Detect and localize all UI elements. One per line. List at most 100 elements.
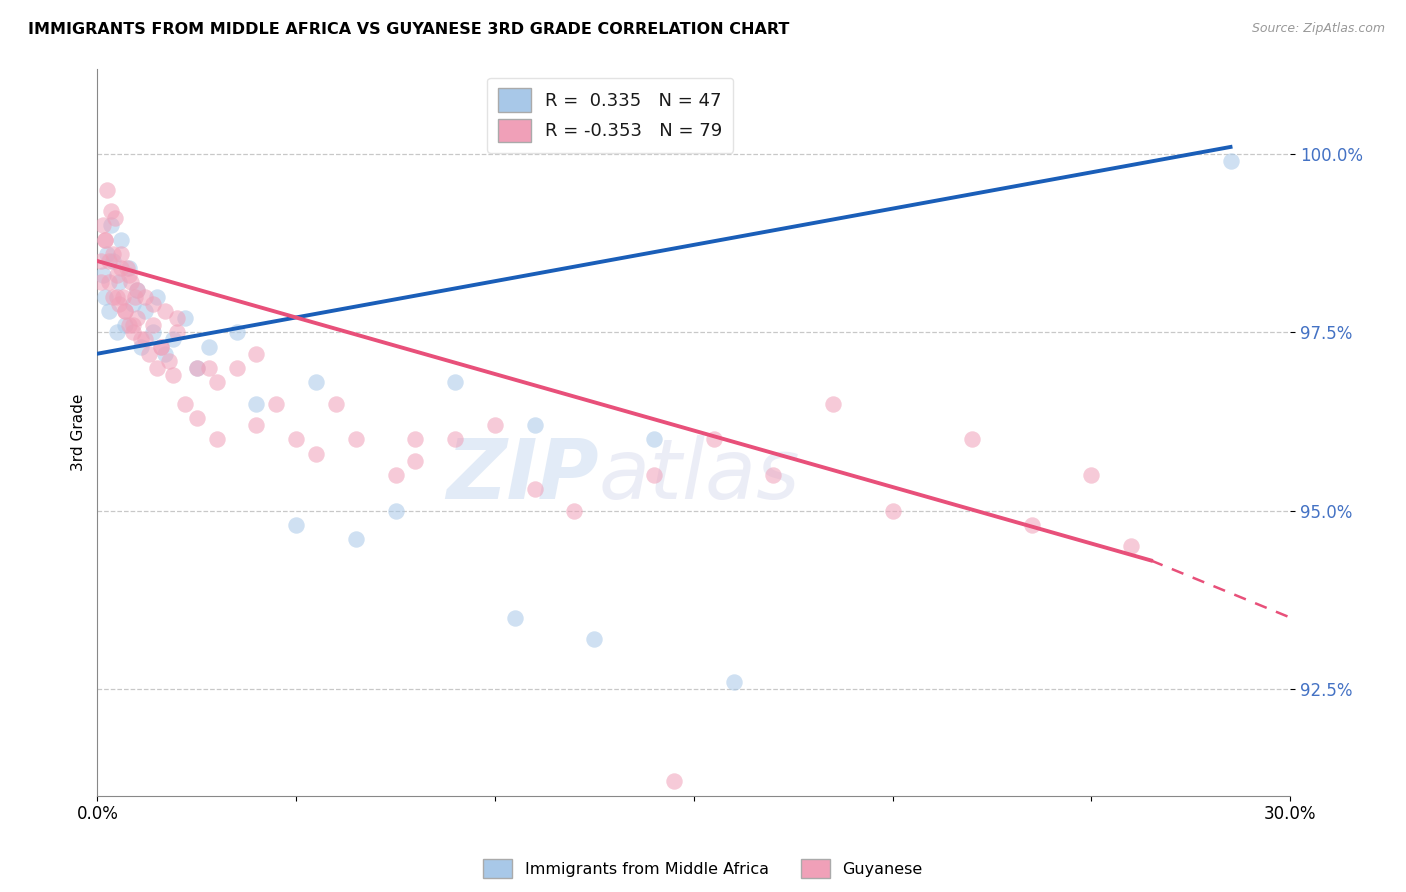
Point bbox=[149, 340, 172, 354]
Point bbox=[384, 503, 406, 517]
Point bbox=[1080, 467, 1102, 482]
Point bbox=[186, 361, 208, 376]
Point bbox=[94, 290, 117, 304]
Point bbox=[98, 304, 121, 318]
Point bbox=[882, 503, 904, 517]
Point bbox=[444, 376, 467, 390]
Point bbox=[100, 219, 122, 233]
Point bbox=[118, 268, 141, 283]
Legend: Immigrants from Middle Africa, Guyanese: Immigrants from Middle Africa, Guyanese bbox=[477, 853, 929, 884]
Point bbox=[108, 297, 131, 311]
Point bbox=[960, 432, 983, 446]
Point bbox=[105, 268, 128, 283]
Point bbox=[91, 219, 114, 233]
Point bbox=[122, 297, 145, 311]
Point bbox=[146, 361, 169, 376]
Point bbox=[173, 311, 195, 326]
Point bbox=[205, 376, 228, 390]
Point bbox=[153, 304, 176, 318]
Point bbox=[110, 247, 132, 261]
Point bbox=[703, 432, 725, 446]
Point bbox=[503, 610, 526, 624]
Point bbox=[1219, 154, 1241, 169]
Point bbox=[162, 368, 184, 383]
Point bbox=[564, 503, 586, 517]
Text: ZIP: ZIP bbox=[446, 435, 599, 516]
Point bbox=[90, 276, 112, 290]
Point bbox=[762, 467, 785, 482]
Legend: R =  0.335   N = 47, R = -0.353   N = 79: R = 0.335 N = 47, R = -0.353 N = 79 bbox=[488, 78, 733, 153]
Point bbox=[173, 396, 195, 410]
Point bbox=[104, 211, 127, 226]
Point bbox=[523, 482, 546, 496]
Point bbox=[142, 297, 165, 311]
Point bbox=[112, 290, 135, 304]
Point bbox=[225, 326, 247, 340]
Point bbox=[129, 340, 152, 354]
Point bbox=[1119, 539, 1142, 553]
Point bbox=[186, 361, 208, 376]
Point bbox=[146, 290, 169, 304]
Point bbox=[100, 204, 122, 219]
Point bbox=[404, 453, 426, 467]
Point bbox=[245, 347, 267, 361]
Point bbox=[96, 247, 118, 261]
Point bbox=[384, 467, 406, 482]
Point bbox=[157, 354, 180, 368]
Point bbox=[197, 361, 219, 376]
Point bbox=[142, 326, 165, 340]
Point bbox=[91, 268, 114, 283]
Point bbox=[114, 304, 136, 318]
Point bbox=[723, 674, 745, 689]
Point bbox=[134, 304, 156, 318]
Point bbox=[523, 417, 546, 432]
Point bbox=[305, 446, 328, 460]
Point bbox=[98, 276, 121, 290]
Point bbox=[305, 376, 328, 390]
Point bbox=[166, 326, 188, 340]
Point bbox=[149, 340, 172, 354]
Text: IMMIGRANTS FROM MIDDLE AFRICA VS GUYANESE 3RD GRADE CORRELATION CHART: IMMIGRANTS FROM MIDDLE AFRICA VS GUYANES… bbox=[28, 22, 790, 37]
Point bbox=[186, 410, 208, 425]
Point bbox=[114, 318, 136, 333]
Point bbox=[484, 417, 506, 432]
Point bbox=[134, 333, 156, 347]
Point bbox=[444, 432, 467, 446]
Point bbox=[245, 396, 267, 410]
Point bbox=[103, 290, 125, 304]
Point bbox=[94, 233, 117, 247]
Point bbox=[90, 254, 112, 268]
Point bbox=[94, 233, 117, 247]
Point bbox=[120, 276, 142, 290]
Point bbox=[643, 432, 665, 446]
Point bbox=[105, 290, 128, 304]
Point bbox=[225, 361, 247, 376]
Point bbox=[643, 467, 665, 482]
Point bbox=[662, 774, 685, 789]
Point bbox=[821, 396, 844, 410]
Point bbox=[115, 261, 138, 276]
Point bbox=[205, 432, 228, 446]
Point bbox=[127, 311, 149, 326]
Point bbox=[105, 326, 128, 340]
Point bbox=[118, 318, 141, 333]
Point bbox=[124, 290, 146, 304]
Point bbox=[162, 333, 184, 347]
Text: atlas: atlas bbox=[599, 435, 800, 516]
Point bbox=[325, 396, 347, 410]
Point bbox=[103, 254, 125, 268]
Point bbox=[110, 233, 132, 247]
Point bbox=[129, 333, 152, 347]
Point bbox=[153, 347, 176, 361]
Point bbox=[344, 532, 367, 546]
Point bbox=[108, 276, 131, 290]
Point bbox=[344, 432, 367, 446]
Point bbox=[110, 261, 132, 276]
Point bbox=[1021, 517, 1043, 532]
Point bbox=[142, 318, 165, 333]
Point bbox=[583, 632, 606, 646]
Point bbox=[285, 432, 308, 446]
Point bbox=[103, 247, 125, 261]
Point bbox=[122, 326, 145, 340]
Point bbox=[285, 517, 308, 532]
